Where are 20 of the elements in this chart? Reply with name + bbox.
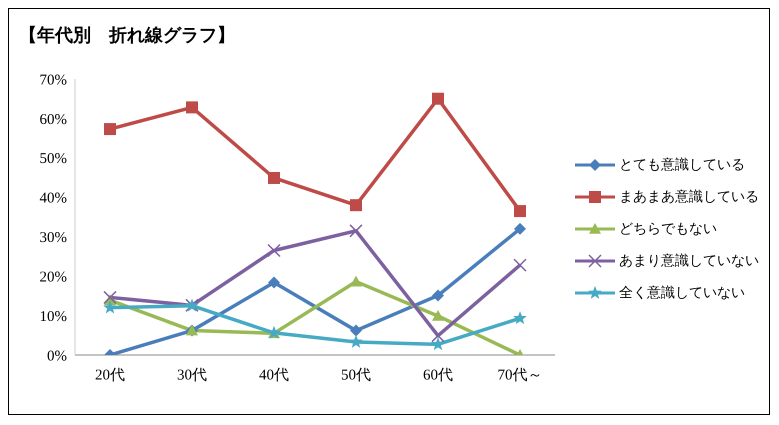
x-tick-label: 20代 xyxy=(95,368,125,384)
legend-label: どちらでもない xyxy=(619,220,717,238)
chart-title: 【年代別 折れ線グラフ】 xyxy=(19,24,235,47)
x-tick-label: 30代 xyxy=(177,368,207,384)
y-tick-label: 50% xyxy=(40,151,67,168)
x-tick-label: 40代 xyxy=(259,368,289,384)
x-tick-label: 50代 xyxy=(341,368,371,384)
y-tick-label: 10% xyxy=(40,308,67,325)
legend-label: 全く意識していない xyxy=(619,284,745,302)
y-tick-label: 0% xyxy=(47,348,67,364)
legend-label: あまり意識していない xyxy=(619,252,759,270)
y-tick-label: 70% xyxy=(40,72,67,88)
y-tick-label: 20% xyxy=(40,269,67,286)
x-tick-label: 70代～ xyxy=(498,368,542,384)
y-tick-label: 40% xyxy=(40,190,67,207)
y-tick-label: 60% xyxy=(40,112,67,128)
legend-label: まあまあ意識している xyxy=(619,188,759,206)
legend-label: とても意識している xyxy=(619,156,745,174)
x-tick-label: 60代 xyxy=(423,368,453,384)
y-tick-label: 30% xyxy=(40,230,67,246)
